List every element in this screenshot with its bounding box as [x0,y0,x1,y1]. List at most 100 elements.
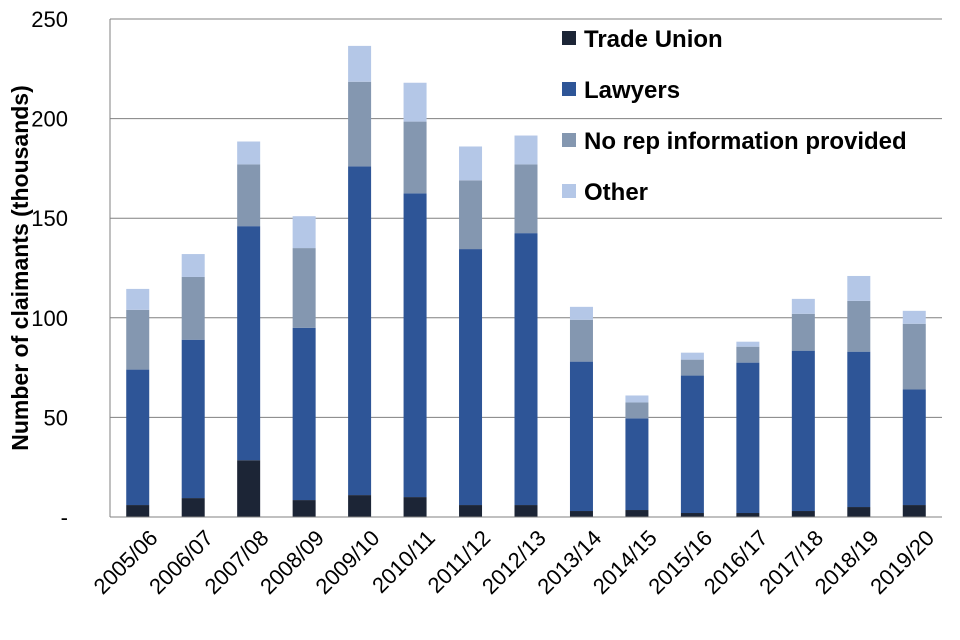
y-tick-label: 250 [31,7,68,32]
bar-segment [348,81,372,167]
bar-segment [126,505,150,517]
y-tick-label: 100 [31,306,68,331]
bar-stack [459,146,483,517]
bar-segment [791,298,815,314]
bar-segment [902,310,926,324]
bar-segment [847,300,871,352]
y-tick-label: - [61,505,68,530]
bar-segment [680,359,704,376]
bar-segment [736,341,760,347]
bar-stack [237,141,261,517]
bar-stack [902,310,926,517]
bar-segment [126,309,150,370]
bar-segment [181,498,205,517]
y-axis-title: Number of claimants (thousands) [7,85,33,450]
bar-segment [403,497,427,517]
legend-item: Trade Union [562,26,723,53]
y-tick-label: 150 [31,206,68,231]
bar-segment [292,216,316,249]
bar-segment [459,146,483,181]
bar-segment [791,511,815,517]
bar-segment [181,276,205,340]
bar-segment [514,164,538,234]
legend-swatch [562,133,576,147]
legend-swatch [562,184,576,198]
bar-segment [791,350,815,512]
bar-stack [625,395,649,517]
bar-stack [847,275,871,517]
bar-segment [292,327,316,501]
legend-label: Trade Union [584,26,723,53]
bar-segment [847,351,871,508]
axes [109,19,942,518]
bar-segment [514,135,538,165]
bar-segment [569,511,593,517]
bar-segment [569,361,593,512]
bar-segment [569,306,593,320]
bar-segment [514,505,538,517]
y-tick-labels: - 50 100 150 200 250 [31,7,68,530]
bar-segment [403,193,427,498]
bar-segment [736,513,760,517]
bar-segment [237,226,261,461]
bar-stack [348,45,372,517]
bar-segment [237,164,261,227]
legend-swatch [562,31,576,45]
bar-segment [126,369,150,506]
bar-segment [902,505,926,517]
bar-segment [514,233,538,506]
bar-stack [680,352,704,517]
bar-segment [292,248,316,328]
legend-label: Other [584,179,648,206]
bar-segment [181,254,205,277]
bar-segment [847,507,871,517]
bar-segment [625,402,649,419]
bar-stack [181,254,205,517]
bar-stack [791,298,815,517]
bar-segment [459,180,483,250]
bar-segment [902,389,926,506]
bar-segment [459,505,483,517]
legend-item: Lawyers [562,77,680,104]
legend-label: No rep information provided [584,128,907,155]
bar-stack [403,82,427,517]
bar-stack [126,288,150,517]
bar-segment [348,45,372,82]
legend-swatch [562,82,576,96]
bar-segment [403,82,427,122]
bar-stack [569,306,593,517]
legend-item: Other [562,179,648,206]
bar-segment [181,339,205,499]
y-tick-label: 200 [31,107,68,132]
bar-stacks [126,45,926,517]
y-tick-label: 50 [44,405,68,430]
bar-segment [791,313,815,351]
bar-stack [292,216,316,517]
bar-segment [625,418,649,511]
bar-stack [736,341,760,517]
legend: Trade Union Lawyers No rep information pro… [562,26,907,206]
bar-segment [625,395,649,403]
bar-segment [348,495,372,517]
x-tick-labels: 2005/062006/072007/082008/092009/102010/… [89,525,939,599]
bar-segment [403,121,427,194]
bar-segment [625,510,649,517]
legend-item: No rep information provided [562,128,907,155]
bar-segment [292,500,316,517]
legend-label: Lawyers [584,77,680,104]
bar-segment [237,141,261,165]
bar-segment [680,513,704,517]
bar-segment [126,288,150,310]
bar-segment [348,166,372,496]
bar-segment [736,362,760,514]
bar-segment [736,346,760,363]
bar-segment [237,460,261,517]
bar-segment [902,323,926,390]
bar-segment [680,352,704,360]
bar-segment [569,319,593,362]
bar-segment [847,275,871,301]
bar-segment [680,375,704,514]
bar-stack [514,135,538,517]
bar-segment [459,249,483,506]
